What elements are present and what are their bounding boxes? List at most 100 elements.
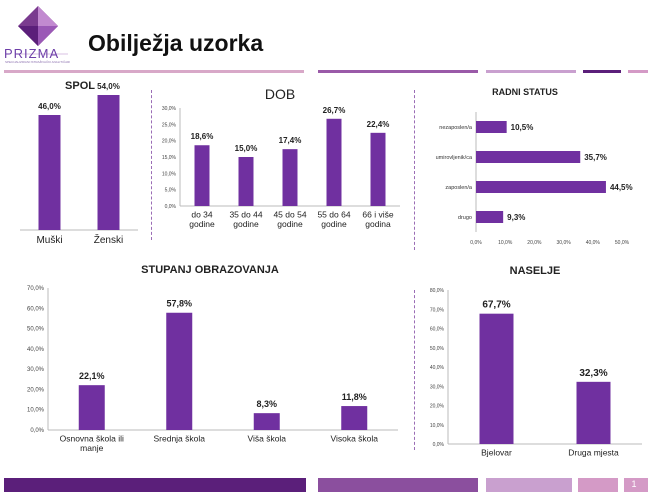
category-label-dob: 66 i više bbox=[362, 210, 393, 220]
header-divider-3 bbox=[486, 70, 576, 73]
category-label-obrazovanje: Srednja škola bbox=[153, 434, 205, 444]
footer-bar-4 bbox=[578, 478, 618, 492]
ytick-label-obrazovanje: 10,0% bbox=[27, 408, 45, 414]
category-label-obrazovanje: Viša škola bbox=[247, 434, 286, 444]
value-label-dob: 26,7% bbox=[323, 106, 346, 115]
value-label-obrazovanje: 57,8% bbox=[166, 299, 192, 309]
category-label-dob: godine bbox=[189, 219, 215, 229]
bar-obrazovanje-2 bbox=[253, 413, 280, 430]
logo-subtext: SPECIJALIZIRANI ISTRAŽIVAČKI ANALITIČARI bbox=[5, 60, 71, 64]
logo-text: PRIZMA bbox=[4, 46, 60, 61]
category-label-naselje: Druga mjesta bbox=[568, 448, 619, 458]
bar-obrazovanje-0 bbox=[78, 385, 105, 430]
header-divider-2 bbox=[318, 70, 478, 73]
footer-bar-1 bbox=[4, 478, 306, 492]
bar-naselje-0 bbox=[479, 313, 514, 444]
value-label-radni: 35,7% bbox=[584, 153, 607, 162]
category-label-dob: godine bbox=[277, 219, 303, 229]
bar-dob-0 bbox=[194, 145, 210, 206]
xtick-label-radni: 20,0% bbox=[527, 240, 542, 246]
header-divider-5 bbox=[628, 70, 648, 73]
chart-title-naselje: NASELJE bbox=[509, 265, 561, 277]
value-label-dob: 18,6% bbox=[191, 132, 214, 141]
separator-1 bbox=[151, 90, 152, 240]
ytick-label-obrazovanje: 20,0% bbox=[27, 387, 45, 393]
ytick-label-naselje: 30,0% bbox=[430, 384, 445, 390]
xtick-label-radni: 40,0% bbox=[586, 240, 601, 246]
xtick-label-radni: 0,0% bbox=[470, 240, 482, 246]
chart-title-spol: SPOL bbox=[65, 80, 95, 92]
page-title: Obilježja uzorka bbox=[88, 30, 264, 56]
ytick-label-obrazovanje: 60,0% bbox=[27, 306, 45, 312]
category-label-dob: godina bbox=[365, 219, 391, 229]
value-label-obrazovanje: 11,8% bbox=[342, 392, 367, 402]
chart-title-dob: DOB bbox=[264, 86, 296, 102]
ytick-label-dob: 0,0% bbox=[165, 204, 177, 210]
xtick-label-radni: 50,0% bbox=[615, 240, 630, 246]
value-label-radni: 10,5% bbox=[511, 123, 534, 132]
ytick-label-naselje: 60,0% bbox=[430, 327, 445, 333]
bar-radni-3 bbox=[476, 211, 504, 223]
separator-2 bbox=[414, 90, 415, 250]
category-label-naselje: Bjelovar bbox=[481, 448, 512, 458]
category-label-spol: Ženski bbox=[94, 233, 123, 246]
ytick-label-naselje: 10,0% bbox=[430, 423, 445, 429]
category-label-dob: 45 do 54 bbox=[273, 210, 306, 220]
category-label-radni: nezaposlen/a bbox=[439, 125, 473, 131]
bar-obrazovanje-1 bbox=[166, 312, 193, 430]
chart-title-radni: RADNI STATUS bbox=[492, 87, 558, 97]
value-label-obrazovanje: 22,1% bbox=[79, 371, 105, 381]
value-label-spol: 46,0% bbox=[38, 102, 61, 111]
ytick-label-dob: 30,0% bbox=[162, 106, 177, 112]
category-label-obrazovanje: Osnovna škola ili bbox=[60, 434, 124, 444]
ytick-label-obrazovanje: 70,0% bbox=[27, 286, 45, 292]
category-label-spol: Muški bbox=[36, 235, 62, 246]
category-label-radni: zaposlen/a bbox=[445, 185, 473, 191]
separator-3 bbox=[414, 290, 415, 450]
bar-radni-1 bbox=[476, 151, 581, 163]
value-label-naselje: 32,3% bbox=[579, 368, 607, 379]
category-label-dob: 35 do 44 bbox=[229, 210, 262, 220]
bar-obrazovanje-3 bbox=[341, 406, 368, 430]
category-label-dob: do 34 bbox=[191, 210, 213, 220]
value-label-radni: 9,3% bbox=[507, 213, 525, 222]
value-label-dob: 22,4% bbox=[367, 120, 390, 129]
ytick-label-dob: 20,0% bbox=[162, 139, 177, 145]
ytick-label-dob: 15,0% bbox=[162, 155, 177, 161]
category-label-dob: 55 do 64 bbox=[317, 210, 350, 220]
ytick-label-obrazovanje: 50,0% bbox=[27, 327, 45, 333]
category-label-dob: godine bbox=[233, 219, 259, 229]
ytick-label-obrazovanje: 0,0% bbox=[30, 428, 44, 434]
value-label-dob: 17,4% bbox=[279, 136, 302, 145]
value-label-radni: 44,5% bbox=[610, 183, 633, 192]
ytick-label-naselje: 50,0% bbox=[430, 346, 445, 352]
bar-radni-0 bbox=[476, 121, 507, 133]
footer-bar-2 bbox=[318, 478, 478, 492]
ytick-label-dob: 5,0% bbox=[165, 188, 177, 194]
header-divider-4 bbox=[583, 70, 621, 73]
value-label-obrazovanje: 8,3% bbox=[256, 399, 277, 409]
bar-dob-2 bbox=[282, 149, 298, 206]
category-label-obrazovanje: Visoka škola bbox=[330, 434, 378, 444]
bar-dob-3 bbox=[326, 118, 342, 206]
value-label-dob: 15,0% bbox=[235, 144, 258, 153]
bar-spol-0 bbox=[38, 115, 61, 230]
ytick-label-naselje: 20,0% bbox=[430, 404, 445, 410]
ytick-label-naselje: 0,0% bbox=[433, 442, 445, 448]
ytick-label-obrazovanje: 40,0% bbox=[27, 347, 45, 353]
header-divider-1 bbox=[4, 70, 304, 73]
ytick-label-dob: 10,0% bbox=[162, 171, 177, 177]
chart-title-obrazovanje: STUPANJ OBRAZOVANJA bbox=[141, 264, 279, 276]
bar-spol-1 bbox=[97, 95, 120, 230]
footer-bar-3 bbox=[486, 478, 572, 492]
footer-bar-5 bbox=[624, 478, 648, 492]
xtick-label-radni: 10,0% bbox=[498, 240, 513, 246]
ytick-label-obrazovanje: 30,0% bbox=[27, 367, 45, 373]
ytick-label-naselje: 80,0% bbox=[430, 288, 445, 294]
category-label-dob: godine bbox=[321, 219, 347, 229]
xtick-label-radni: 30,0% bbox=[557, 240, 572, 246]
ytick-label-naselje: 70,0% bbox=[430, 307, 445, 313]
page-number: 1 bbox=[631, 479, 637, 489]
bar-radni-2 bbox=[476, 181, 606, 193]
